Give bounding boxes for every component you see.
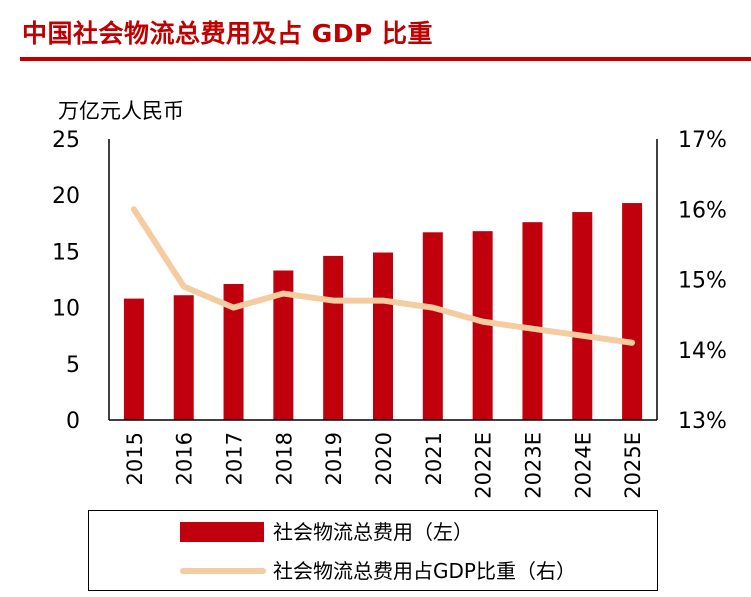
bar-2024E [572, 212, 593, 420]
left-axis-ticks: 0 5 10 15 20 25 [52, 128, 80, 434]
x-tick-label: 2024E [571, 432, 595, 499]
right-tick-label: 14% [678, 339, 727, 364]
bar-2022E [472, 231, 493, 420]
legend-label-bar: 社会物流总费用（左） [273, 520, 473, 544]
bar-2023E [522, 222, 543, 420]
legend-label-line: 社会物流总费用占GDP比重（右） [273, 559, 576, 583]
legend: 社会物流总费用（左） 社会物流总费用占GDP比重（右） [88, 510, 658, 591]
bar-2015 [123, 298, 144, 420]
bar-2019 [323, 255, 344, 420]
left-tick-label: 5 [66, 353, 80, 378]
right-tick-label: 17% [678, 128, 727, 153]
right-tick-label: 16% [678, 198, 727, 223]
bar-2021 [422, 232, 443, 420]
x-tick-label: 2017 [223, 432, 247, 485]
left-axis-unit-label: 万亿元人民币 [58, 99, 184, 123]
bar-2020 [373, 252, 393, 420]
left-tick-label: 25 [52, 128, 80, 153]
bar-2018 [273, 270, 294, 420]
x-tick-label: 2015 [123, 432, 147, 485]
x-tick-label: 2021 [422, 432, 446, 485]
line-series [130, 206, 636, 346]
right-tick-label: 15% [678, 269, 727, 294]
right-axis-ticks: 13% 14% 15% 16% 17% [678, 128, 727, 434]
bar-2016 [173, 295, 194, 420]
legend-swatch-line [180, 568, 266, 574]
left-tick-label: 10 [52, 297, 80, 322]
left-tick-label: 20 [52, 184, 80, 209]
page-title: 中国社会物流总费用及占 GDP 比重 [22, 19, 434, 48]
left-tick-label: 15 [52, 240, 80, 265]
x-tick-label: 2018 [272, 432, 296, 485]
x-axis-labels: 2015 2016 2017 2018 2019 2020 2021 2022E 2023E 20… [123, 432, 645, 499]
axes [108, 139, 658, 421]
right-tick-label: 13% [678, 409, 727, 434]
x-tick-label: 2020 [372, 432, 396, 485]
x-tick-label: 2022E [472, 432, 496, 499]
x-tick-label: 2025E [621, 432, 645, 499]
x-tick-label: 2016 [173, 432, 197, 485]
x-tick-label: 2019 [322, 432, 346, 485]
bar-2017 [223, 283, 244, 420]
left-tick-label: 0 [66, 409, 80, 434]
bar-series [123, 203, 643, 420]
bar-2025E [622, 203, 643, 420]
title-rule [20, 57, 751, 61]
legend-swatch-bar [180, 522, 264, 542]
x-tick-label: 2023E [521, 432, 545, 499]
